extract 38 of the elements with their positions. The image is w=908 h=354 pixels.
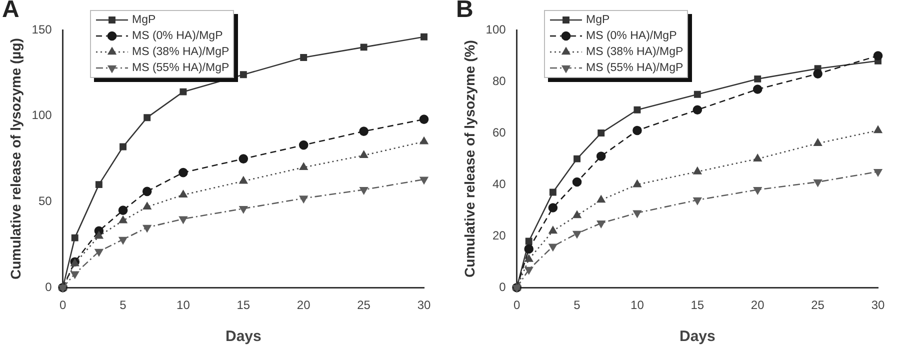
x-tick-label: 10 <box>176 298 190 312</box>
x-tick-label: 0 <box>513 298 520 312</box>
text: B <box>456 0 474 24</box>
x-tick-label: 5 <box>120 298 127 312</box>
x-tick-label: 30 <box>417 298 431 312</box>
legend-label: MS (0% HA)/MgP <box>132 30 223 42</box>
y-tick-label: 80 <box>492 74 506 88</box>
y-tick-label: 20 <box>492 228 506 242</box>
x-axis-title: Days <box>679 328 716 346</box>
x-tick-label: 25 <box>811 298 825 312</box>
y-axis-title: Cumulative release of lysozyme (%) <box>461 40 478 278</box>
legend-label: MS (0% HA)/MgP <box>586 30 677 42</box>
y-tick-label: 150 <box>32 22 52 36</box>
y-tick-label: 40 <box>492 176 506 191</box>
legend-label: MgP <box>132 14 156 26</box>
y-tick-label: 100 <box>486 22 506 36</box>
x-tick-label: 10 <box>630 298 644 312</box>
y-tick-label: 100 <box>32 108 52 122</box>
x-tick-label: 25 <box>357 298 371 312</box>
x-tick-label: 20 <box>296 298 311 312</box>
x-tick-label: 15 <box>690 298 704 312</box>
legend-label: MS (55% HA)/MgP <box>132 62 230 74</box>
x-tick-label: 20 <box>750 298 765 312</box>
y-tick-label: 50 <box>38 194 52 208</box>
legend-label: MS (38% HA)/MgP <box>132 46 230 58</box>
x-tick-label: 15 <box>236 298 250 312</box>
y-tick-label: 60 <box>492 125 506 140</box>
legend-label: MS (38% HA)/MgP <box>586 46 684 58</box>
x-tick-label: 0 <box>59 298 66 312</box>
x-axis-title: Days <box>225 328 262 346</box>
text: A <box>2 0 20 24</box>
y-axis-title: Cumulative release of lysozyme (µg) <box>7 38 24 280</box>
legend-label: MgP <box>586 14 610 26</box>
x-tick-label: 5 <box>574 298 581 312</box>
legend-label: MS (55% HA)/MgP <box>586 62 684 74</box>
y-tick-label: 0 <box>499 280 506 294</box>
x-tick-label: 30 <box>871 298 885 312</box>
y-tick-label: 0 <box>45 280 52 294</box>
